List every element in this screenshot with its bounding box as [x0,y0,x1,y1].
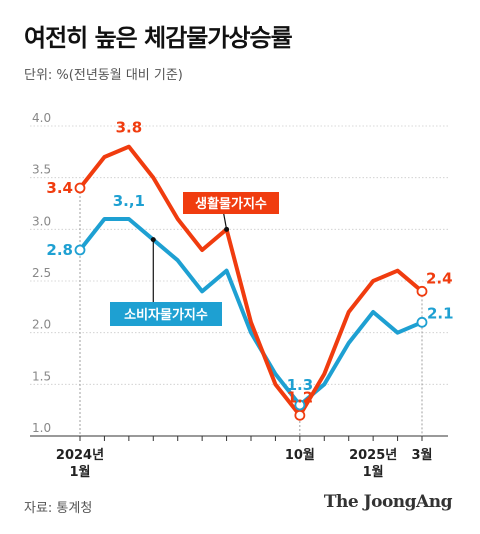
data-label: 1.2 [287,388,314,406]
legend-box-living-cost [183,192,279,214]
data-label: 2.4 [426,269,453,287]
y-tick-label: 1.5 [32,369,51,383]
legend-pointer-dot [224,226,230,232]
legend-box-consumer-price [110,302,222,326]
data-label: 1.3 [287,376,314,394]
data-point-marker [294,409,306,421]
chart-title: 여전히 높은 체감물가상승률 [24,24,293,52]
x-tick-label: 10월 [285,447,315,463]
legend-label-living-cost: 생활물가지수 [195,196,267,212]
series-line-living-cost [78,144,424,418]
data-point-marker [74,182,86,194]
legend-label-consumer-price: 소비자물가지수 [124,308,208,323]
data-label: 3.8 [116,119,143,137]
data-label: 3.4 [46,179,73,197]
y-tick-label: 3.5 [32,163,51,177]
x-tick-label: 2024년 [56,448,104,463]
y-tick-label: 4.0 [32,111,51,125]
y-tick-label: 1.0 [32,421,51,435]
data-point-marker [74,244,86,256]
y-tick-label: 2.5 [32,266,51,280]
x-tick-label: 1월 [69,464,90,480]
legend-pointer [222,212,228,230]
series-line-consumer-price [78,217,424,407]
source-note: 자료: 통계청 [24,501,93,516]
x-tick-label: 2025년 [349,448,397,463]
y-tick-label: 2.0 [32,318,51,332]
data-label: 3.,1 [113,192,145,210]
x-tick-label: 1월 [363,464,384,480]
unit-note: 단위: %(전년동월 대비 기준) [24,68,183,83]
data-label: 2.8 [46,241,73,259]
data-point-marker [294,399,306,411]
y-tick-label: 3.0 [32,214,51,228]
publisher-logo: The JoongAng [323,492,453,512]
legend-pointer-dot [150,237,156,243]
x-tick-label: 3월 [411,447,432,463]
data-point-marker [416,285,428,297]
data-label: 2.1 [427,304,454,322]
data-point-marker [416,316,428,328]
